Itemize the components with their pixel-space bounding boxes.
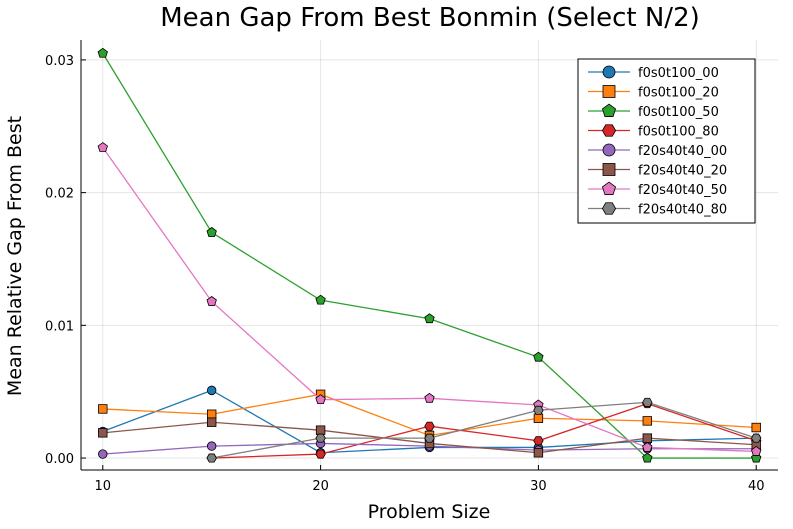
- legend-marker: [601, 103, 617, 117]
- y-tick-label: 0.03: [45, 54, 74, 69]
- y-tick-label: 0.02: [45, 187, 74, 202]
- data-point: [642, 397, 653, 407]
- y-tick-label: 0.01: [45, 319, 74, 334]
- data-point: [642, 416, 653, 426]
- plot-area: [97, 47, 762, 463]
- legend-marker: [601, 181, 617, 195]
- data-point: [206, 385, 217, 396]
- data-point: [424, 421, 435, 431]
- legend-label: f0s0t100_50: [638, 105, 719, 120]
- ticks: 10 20 30 40 0.00 0.01 0.02 0.03: [45, 54, 764, 494]
- legend-item: f20s40t40_80: [588, 202, 727, 218]
- legend-item: f20s40t40_50: [588, 181, 727, 198]
- data-point: [206, 296, 217, 306]
- x-tick-label: 40: [748, 479, 765, 494]
- y-tick-label: 0.00: [45, 452, 74, 467]
- legend-label: f0s0t100_00: [638, 66, 719, 81]
- data-point: [315, 425, 326, 435]
- data-point: [206, 441, 217, 451]
- x-tick-label: 10: [95, 479, 112, 494]
- data-point: [642, 433, 653, 443]
- legend-item: f0s0t100_80: [588, 124, 719, 140]
- legend-label: f20s40t40_50: [638, 183, 727, 198]
- legend-item: f0s0t100_20: [588, 85, 719, 101]
- data-point: [533, 351, 544, 362]
- legend-label: f0s0t100_80: [638, 125, 719, 140]
- data-point: [642, 452, 653, 463]
- x-tick-label: 20: [312, 479, 329, 494]
- series-f0s0t100_80: [206, 399, 762, 463]
- data-point: [206, 417, 217, 427]
- grid: [81, 40, 778, 470]
- data-point: [533, 436, 544, 446]
- legend-marker: [601, 124, 617, 137]
- data-point: [533, 413, 544, 423]
- series-f20s40t40_50: [97, 142, 762, 456]
- x-tick-label: 30: [530, 479, 547, 494]
- legend-item: f0s0t100_50: [588, 103, 719, 120]
- series-f20s40t40_80: [206, 397, 762, 463]
- y-axis-title: Mean Relative Gap From Best: [4, 116, 26, 396]
- data-point: [751, 445, 762, 456]
- data-point: [98, 449, 108, 459]
- legend-label: f0s0t100_20: [638, 86, 719, 101]
- legend-marker: [602, 163, 616, 176]
- legend-box: [577, 58, 756, 224]
- legend-marker: [601, 202, 617, 215]
- legend-label: f20s40t40_20: [638, 164, 727, 179]
- data-point: [98, 404, 108, 414]
- data-point: [424, 392, 435, 403]
- legend-label: f20s40t40_80: [638, 203, 727, 218]
- axes: [80, 40, 778, 471]
- legend-marker: [602, 65, 616, 79]
- data-point: [98, 428, 108, 438]
- legend-item: f0s0t100_00: [588, 65, 719, 81]
- x-axis-title: Problem Size: [368, 501, 491, 523]
- series-f20s40t40_20: [98, 417, 761, 458]
- data-point: [206, 453, 217, 463]
- data-point: [206, 227, 217, 237]
- data-point: [315, 449, 326, 459]
- data-point: [424, 433, 435, 443]
- data-point: [315, 433, 326, 443]
- data-point: [642, 442, 653, 452]
- legend-item: f20s40t40_20: [588, 163, 727, 179]
- series-line: [211, 402, 757, 459]
- legend-label: f20s40t40_00: [638, 144, 727, 159]
- data-point: [97, 142, 108, 152]
- data-point: [533, 448, 544, 458]
- data-point: [751, 422, 761, 433]
- legend-marker: [602, 85, 616, 98]
- legend-item: f20s40t40_00: [588, 143, 727, 159]
- series-line: [211, 401, 757, 459]
- data-point: [751, 433, 762, 443]
- legend-marker: [602, 143, 616, 157]
- data-point: [424, 313, 435, 324]
- chart-title: Mean Gap From Best Bonmin (Select N/2): [160, 3, 700, 33]
- legend: f0s0t100_00 f0s0t100_20 f0s0t100_50 f0s0t10…: [577, 58, 756, 224]
- data-point: [206, 409, 217, 419]
- data-point: [533, 405, 544, 415]
- data-point: [315, 394, 326, 405]
- data-point: [315, 294, 326, 305]
- data-point: [97, 47, 108, 58]
